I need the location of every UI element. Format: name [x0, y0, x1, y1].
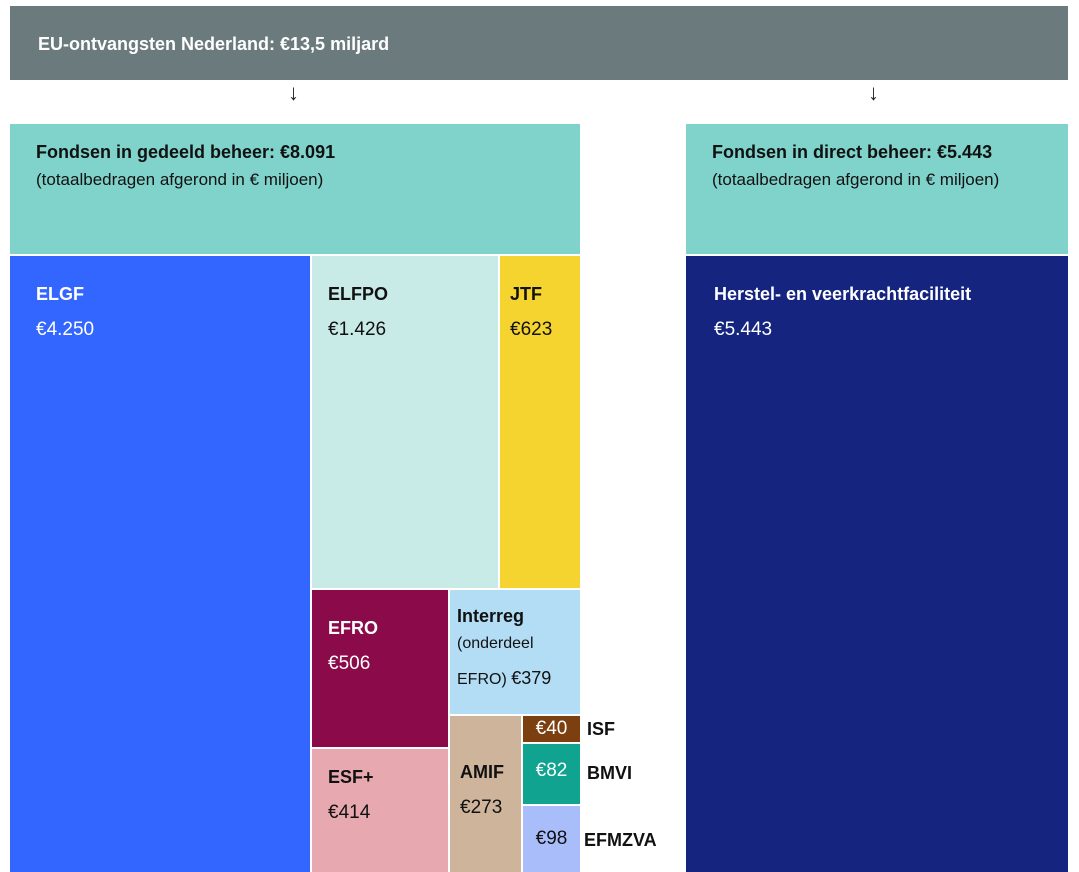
- fund-amount: €506: [328, 653, 371, 674]
- fund-cell: €40: [523, 716, 580, 742]
- panel-subtitle: (totaalbedragen afgerond in € miljoen): [712, 170, 1000, 189]
- panel-subtitle: (totaalbedragen afgerond in € miljoen): [36, 170, 324, 189]
- fund-amount: €5.443: [714, 319, 773, 340]
- panel-header: Fondsen in gedeeld beheer: €8.091 (totaa…: [10, 124, 580, 254]
- fund-amount: €623: [510, 319, 553, 340]
- fund-name: ELFPO: [328, 284, 389, 304]
- fund-amount: €273: [460, 797, 503, 818]
- fund-cell: Herstel- en veerkrachtfaciliteit €5.443: [686, 256, 1068, 872]
- fund-cell: €82: [523, 744, 580, 804]
- fund-name: Herstel- en veerkrachtfaciliteit: [714, 284, 972, 304]
- panel-title: Fondsen in direct beheer: €5.443: [712, 142, 993, 162]
- fund-name: ELGF: [36, 284, 84, 304]
- header-title: EU-ontvangsten Nederland: €13,5 miljard: [38, 34, 390, 54]
- fund-amount: €379: [511, 668, 552, 688]
- fund-cell: ESF+ €414: [312, 749, 448, 872]
- fund-amount: €98: [535, 828, 568, 849]
- fund-cell: €98: [523, 806, 580, 872]
- arrow: ↓: [288, 80, 299, 105]
- fund-name: ESF+: [328, 767, 374, 787]
- fund-cell: ELFPO €1.426: [312, 256, 498, 588]
- fund-cell: AMIF €273: [450, 716, 521, 872]
- fund-amount: €40: [535, 718, 568, 739]
- fund-amount: €82: [535, 760, 568, 781]
- fund-cell: EFRO €506: [312, 590, 448, 747]
- fund-name: JTF: [510, 284, 543, 304]
- fund-name: EFMZVA: [584, 830, 657, 850]
- arrow: ↓: [868, 80, 879, 105]
- fund-note: (onderdeel EFRO): [457, 635, 534, 688]
- fund-name: ISF: [587, 719, 616, 739]
- fund-amount: €1.426: [328, 319, 387, 340]
- fund-name: BMVI: [587, 763, 632, 783]
- fund-cell: Interreg (onderdeel EFRO) €379: [450, 590, 580, 714]
- header-bar: EU-ontvangsten Nederland: €13,5 miljard: [10, 6, 1068, 80]
- fund-cell: ELGF €4.250: [10, 256, 310, 872]
- fund-amount: €414: [328, 802, 371, 823]
- fund-name: Interreg: [457, 606, 525, 626]
- fund-amount: €4.250: [36, 319, 95, 340]
- fund-name: AMIF: [460, 762, 504, 782]
- fund-cell: JTF €623: [500, 256, 580, 588]
- panel-title: Fondsen in gedeeld beheer: €8.091: [36, 142, 336, 162]
- fund-name: EFRO: [328, 618, 379, 638]
- panel-header: Fondsen in direct beheer: €5.443 (totaal…: [686, 124, 1068, 254]
